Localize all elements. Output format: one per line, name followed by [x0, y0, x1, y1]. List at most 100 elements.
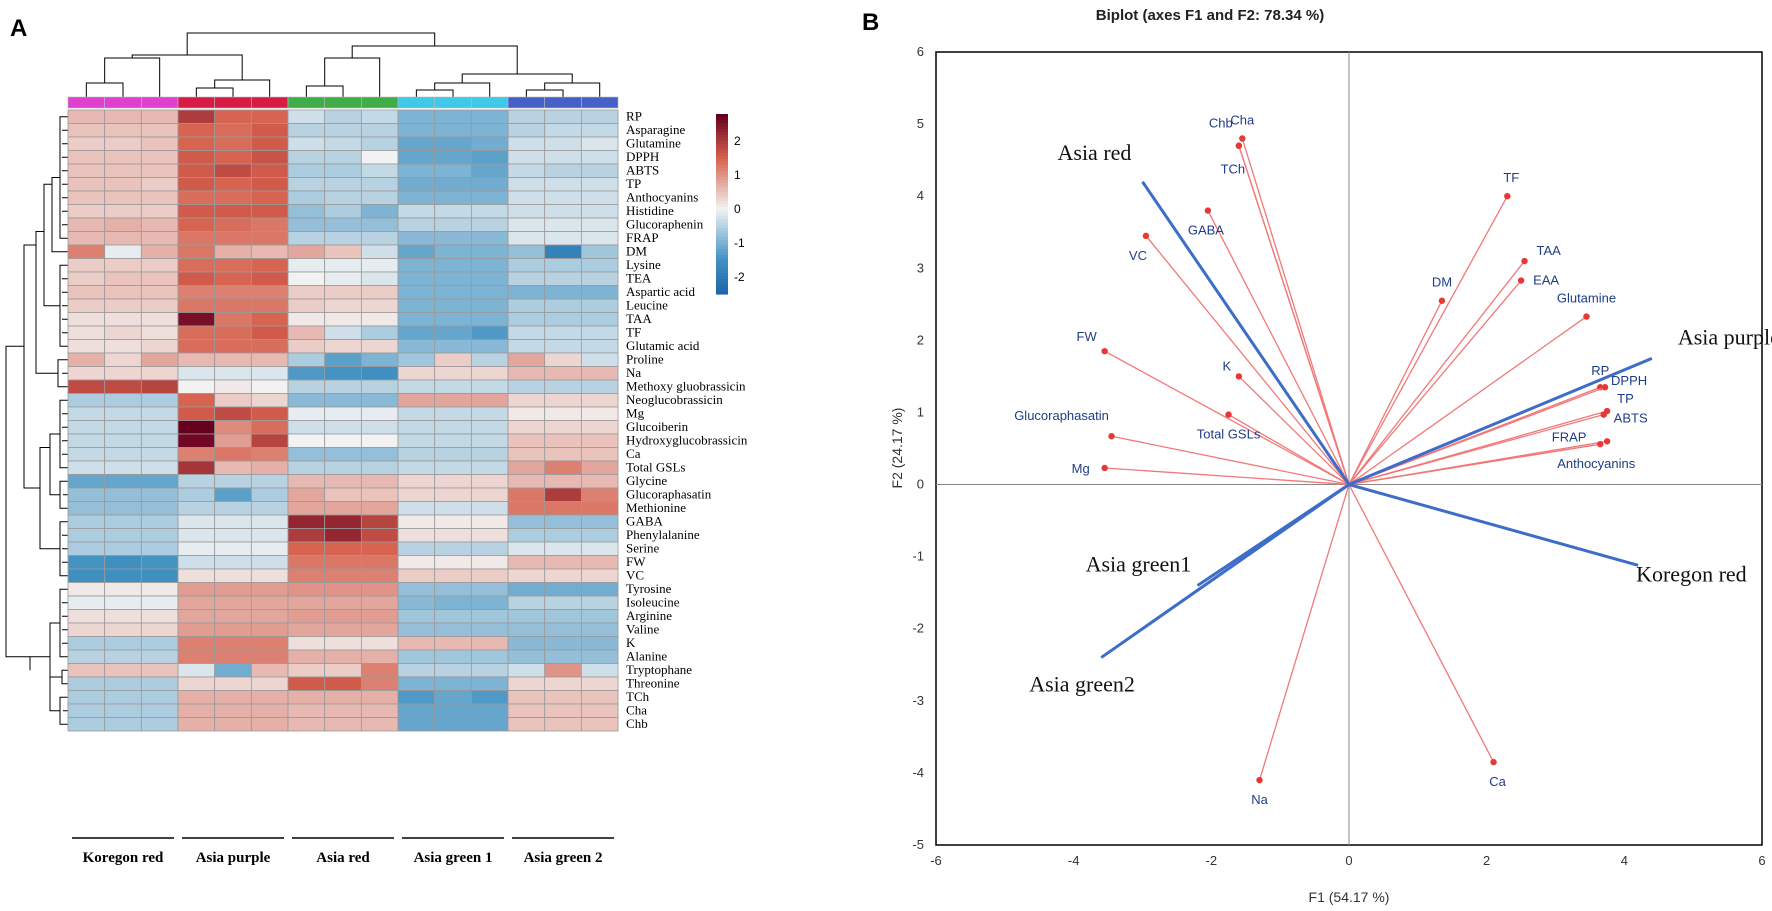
heatmap-cell	[544, 447, 582, 462]
heatmap-cell	[177, 487, 216, 502]
heatmap-row-label: Asparagine	[626, 122, 685, 137]
heatmap-cell	[177, 582, 216, 597]
heatmap-cell	[177, 528, 216, 543]
heatmap-cell	[470, 676, 509, 691]
heatmap-cell	[397, 582, 436, 597]
heatmap-cell	[397, 406, 436, 421]
heatmap-cell	[250, 123, 289, 138]
variable-label: ABTS	[1614, 411, 1648, 426]
heatmap-cell	[507, 298, 546, 313]
heatmap-cell	[250, 636, 289, 651]
variable-vector	[1228, 414, 1350, 486]
heatmap-cell	[470, 622, 509, 637]
variable-point	[1504, 192, 1511, 200]
heatmap-cell	[177, 717, 216, 732]
heatmap-cell	[324, 676, 362, 691]
heatmap-cell	[287, 636, 326, 651]
heatmap-cell	[544, 622, 582, 637]
heatmap-cell	[360, 271, 399, 286]
heatmap-cell	[470, 393, 509, 408]
biplot-y-tick-label: -3	[912, 693, 924, 708]
heatmap-cell	[250, 433, 289, 448]
variable-label: Glucoraphasatin	[1014, 408, 1109, 423]
heatmap-cell	[214, 244, 252, 259]
heatmap-cell	[434, 231, 472, 246]
heatmap-cell	[360, 541, 399, 556]
heatmap-cell	[324, 231, 362, 246]
group-color-cell	[251, 96, 289, 109]
heatmap-cell	[140, 406, 179, 421]
heatmap-cell	[360, 420, 399, 435]
heatmap-cell	[104, 177, 142, 192]
heatmap-cell	[67, 244, 106, 259]
heatmap-cell	[214, 568, 252, 583]
heatmap-row-label: Ca	[626, 446, 641, 461]
observation-vector	[1141, 180, 1351, 486]
heatmap-cell	[140, 231, 179, 246]
heatmap-cell	[470, 487, 509, 502]
heatmap-row-label: Lysine	[626, 257, 661, 272]
heatmap-cell	[140, 433, 179, 448]
heatmap-cell	[434, 690, 472, 705]
variable-vector	[1238, 375, 1350, 486]
colorbar-swatch	[716, 270, 728, 274]
heatmap-cell	[324, 622, 362, 637]
heatmap-cell	[324, 312, 362, 327]
heatmap-cell	[214, 150, 252, 165]
heatmap-cell	[470, 339, 509, 354]
heatmap-cell	[214, 663, 252, 678]
colorbar-swatch	[716, 171, 728, 175]
dendrogram-branch	[51, 177, 60, 253]
heatmap-cell	[214, 217, 252, 232]
heatmap-cell	[507, 595, 546, 610]
heatmap-cell	[67, 204, 106, 219]
heatmap-cell	[67, 568, 106, 583]
heatmap-row-label: Threonine	[626, 676, 680, 691]
heatmap-cell	[250, 258, 289, 273]
heatmap-cell	[470, 231, 509, 246]
heatmap-cell	[507, 325, 546, 340]
variable-vector	[1145, 235, 1350, 485]
heatmap-cell	[544, 541, 582, 556]
heatmap-cell	[397, 217, 436, 232]
heatmap-cell	[507, 636, 546, 651]
heatmap-cell	[324, 433, 362, 448]
heatmap-cell	[544, 298, 582, 313]
heatmap-cell	[104, 244, 142, 259]
heatmap-cell	[434, 163, 472, 178]
dendrogram-branch	[35, 231, 58, 374]
heatmap-cell	[544, 555, 582, 570]
heatmap-cell	[140, 690, 179, 705]
dendrogram-branch	[351, 45, 518, 74]
heatmap-cell	[360, 244, 399, 259]
colorbar-swatch	[716, 150, 728, 154]
colorbar-swatch	[716, 114, 728, 118]
heatmap-cell	[67, 379, 106, 394]
heatmap-cell	[287, 555, 326, 570]
heatmap-cell	[214, 285, 252, 300]
heatmap-row-label: TP	[626, 176, 641, 191]
group-color-cell	[177, 96, 215, 109]
heatmap-cell	[250, 460, 289, 475]
heatmap-cell	[397, 568, 436, 583]
heatmap-cell	[140, 163, 179, 178]
heatmap-cell	[214, 258, 252, 273]
heatmap-cell	[434, 447, 472, 462]
heatmap-cell	[140, 609, 179, 624]
heatmap-cell	[287, 244, 326, 259]
heatmap-cell	[324, 541, 362, 556]
variable-point	[1438, 297, 1446, 304]
heatmap-colorbar: 2 1 0 -1 -2	[716, 114, 745, 295]
group-color-cell	[104, 96, 142, 109]
dendrogram-branch	[49, 433, 60, 496]
heatmap-cell	[580, 595, 619, 610]
heatmap-cell	[324, 703, 362, 718]
colorbar-swatch	[716, 291, 728, 295]
heatmap-cell	[140, 703, 179, 718]
heatmap-cell	[580, 123, 619, 138]
dendrogram-branch	[131, 54, 243, 80]
heatmap-cell	[507, 190, 546, 205]
heatmap-cell	[470, 649, 509, 664]
heatmap-cell	[434, 703, 472, 718]
colorbar-swatch	[716, 174, 728, 178]
